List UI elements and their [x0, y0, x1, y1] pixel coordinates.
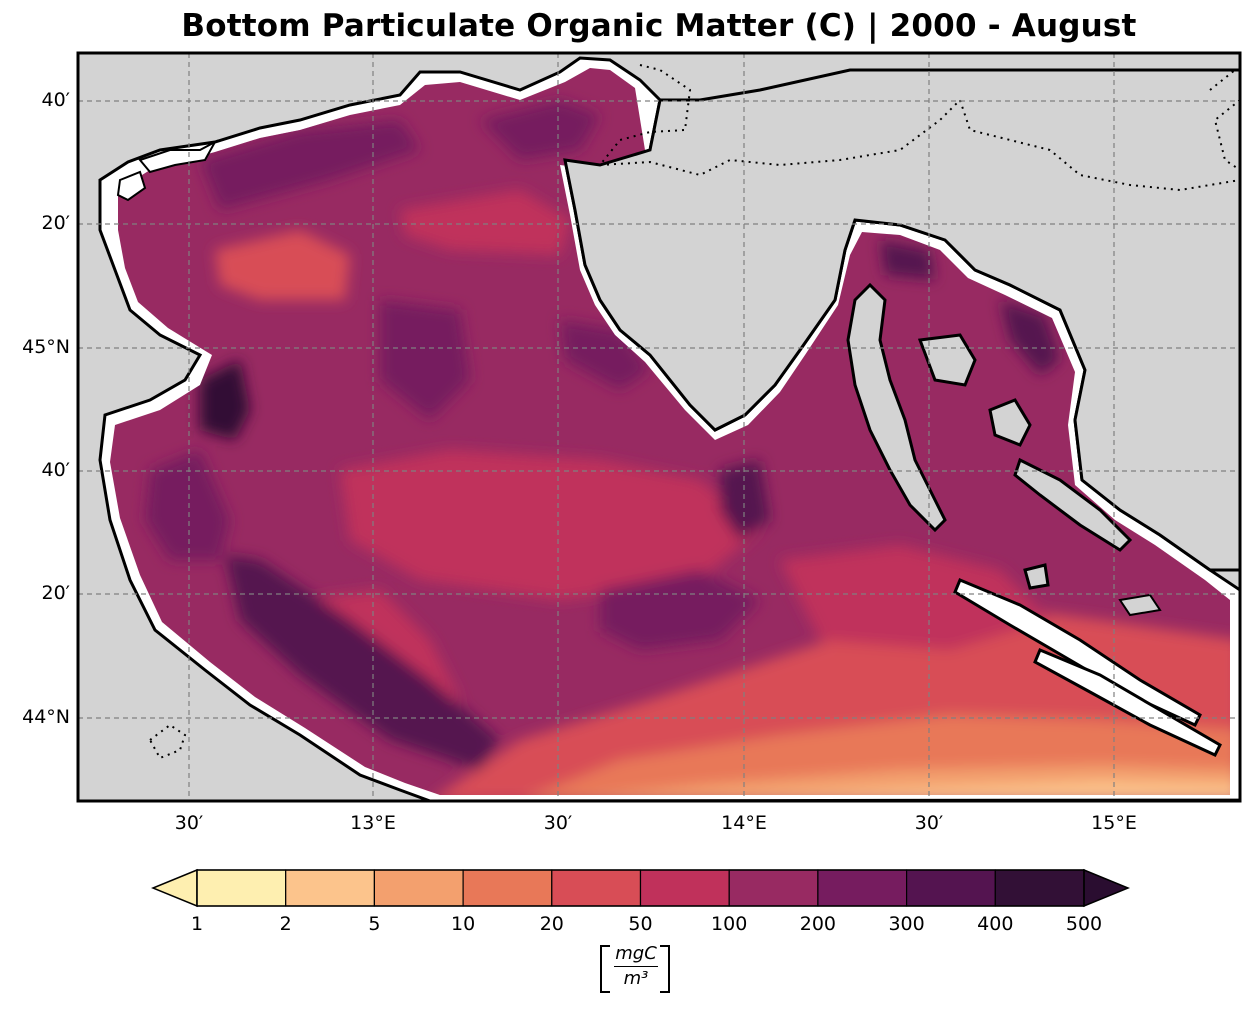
colorbar-tick-label: 1 [190, 913, 204, 935]
lat-tick: 20′ [41, 212, 71, 234]
lat-tick: 44°N [22, 706, 70, 728]
units-bracket-left [600, 945, 610, 993]
island-kornati [1033, 648, 1222, 757]
colorbar-tick-label: 200 [799, 913, 837, 935]
lat-tick: 45°N [22, 336, 70, 358]
colorbar-cell [817, 869, 908, 907]
units-bracket-right [660, 945, 670, 993]
lon-tick: 15°E [1091, 812, 1137, 834]
lon-tick: 30′ [174, 812, 204, 834]
colorbar-cell [285, 869, 376, 907]
map-title: Bottom Particulate Organic Matter (C) | … [181, 8, 1137, 44]
island-pianosa [148, 723, 187, 760]
gridlines [78, 53, 1240, 801]
colorbar [151, 868, 1130, 908]
island-cres [846, 282, 947, 533]
island-small-1 [1023, 563, 1050, 590]
map-frame [76, 51, 1242, 803]
colorbar-tick-label: 2 [279, 913, 292, 935]
colorbar-tick-label: 50 [628, 913, 653, 935]
lon-tick: 14°E [721, 812, 767, 834]
units-fraction: mgC m³ [614, 943, 658, 989]
istria-land [563, 68, 1240, 572]
island-rab [988, 398, 1032, 447]
lat-tick: 40′ [41, 459, 71, 481]
colorbar-tick-label: 300 [888, 913, 925, 935]
colorbar-tick-label: 500 [1065, 913, 1103, 935]
units-denominator: m³ [623, 968, 649, 989]
colorbar-tick-label: 20 [539, 913, 564, 935]
colorbar-cell [373, 869, 464, 907]
lagoon-po-delta [116, 170, 147, 202]
colorbar-tick-label: 100 [711, 913, 748, 935]
colorbar-cell [462, 869, 553, 907]
coast-venice [138, 139, 218, 174]
island-small-2 [1118, 593, 1162, 617]
colorbar-cell [551, 869, 642, 907]
colorbar-units: mgC m³ [594, 943, 676, 993]
colorbar-over-triangle [1083, 868, 1130, 908]
lon-tick: 30′ [543, 812, 573, 834]
colorbar-tick-label: 5 [368, 913, 381, 935]
lon-tick: 13°E [350, 812, 396, 834]
island-pag [1013, 457, 1133, 552]
colorbar-cell [728, 869, 819, 907]
colorbar-cell [639, 869, 730, 907]
colorbar-tick-label: 10 [451, 913, 476, 935]
island-dugi [953, 578, 1202, 727]
colorbar-under-triangle [151, 868, 198, 908]
colorbar-cell [994, 869, 1085, 907]
lon-tick: 30′ [914, 812, 944, 834]
colorbar-cell [905, 869, 996, 907]
lat-tick: 40′ [41, 89, 71, 111]
lat-tick: 20′ [41, 582, 71, 604]
colorbar-frame [196, 869, 1085, 907]
colorbar-tick-label: 400 [977, 913, 1014, 935]
colorbar-cell [196, 869, 287, 907]
units-numerator: mgC [614, 943, 658, 967]
